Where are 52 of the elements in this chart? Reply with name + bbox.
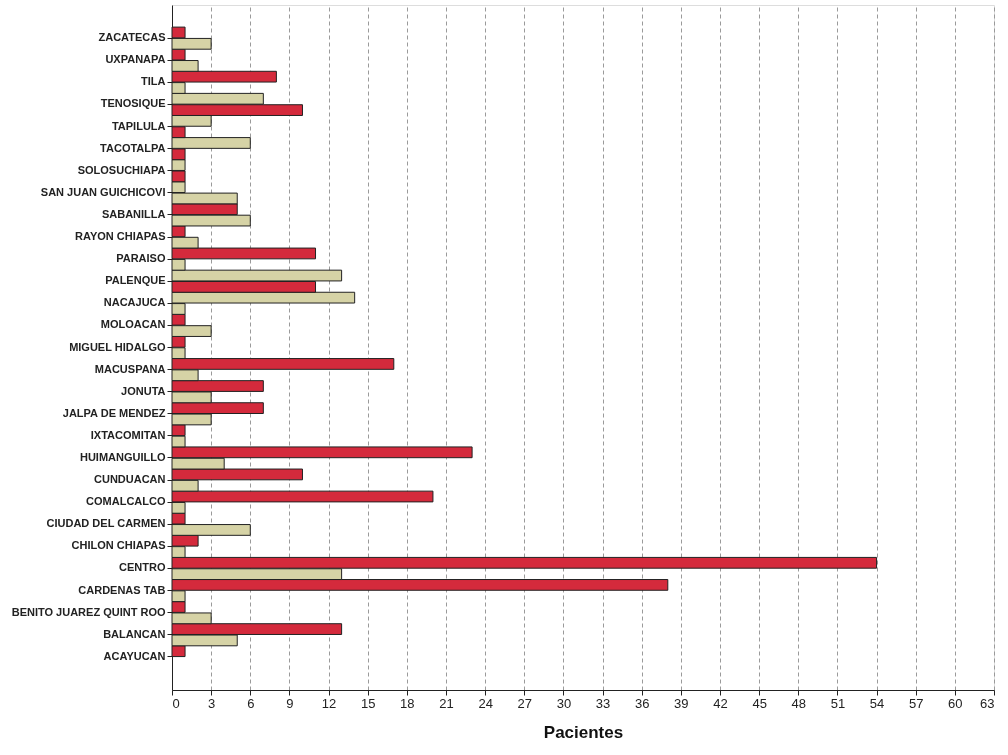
y-tick-label: TAPILULA bbox=[111, 119, 166, 132]
y-tick-label: JALPA DE MENDEZ bbox=[62, 406, 166, 419]
y-tick-label: MIGUEL HIDALGO bbox=[69, 340, 166, 353]
x-tick-label: 60 bbox=[948, 695, 963, 711]
y-tick-label: HUIMANGUILLO bbox=[79, 450, 166, 463]
x-tick-label: 39 bbox=[674, 695, 689, 711]
y-tick-label: UXPANAPA bbox=[105, 53, 166, 66]
x-tick-label: 36 bbox=[634, 695, 650, 711]
y-tick-label: ZACATECAS bbox=[98, 31, 166, 44]
x-tick-label: 27 bbox=[517, 695, 533, 711]
x-tick-label: 54 bbox=[869, 695, 885, 711]
y-tick-label: CENTRO bbox=[119, 561, 166, 574]
x-tick-label: 33 bbox=[595, 695, 611, 711]
y-tick-label: TENOSIQUE bbox=[100, 97, 166, 110]
y-tick-label: TACOTALPA bbox=[100, 141, 166, 154]
y-tick-label: CARDENAS TAB bbox=[78, 583, 166, 596]
y-tick-label: BALANCAN bbox=[103, 627, 166, 640]
y-tick-label: PALENQUE bbox=[105, 274, 166, 287]
y-tick-label: SOLOSUCHIAPA bbox=[77, 163, 166, 176]
x-tick-label: 51 bbox=[830, 695, 846, 711]
y-tick-label: IXTACOMITAN bbox=[90, 428, 166, 441]
x-axis-title: Pacientes bbox=[543, 722, 624, 742]
x-tick-label: 21 bbox=[439, 695, 454, 711]
y-tick-label: MOLOACAN bbox=[100, 318, 166, 331]
y-tick-label: CUNDUACAN bbox=[94, 473, 166, 486]
x-tick-label: 12 bbox=[321, 695, 337, 711]
x-tick-label: 42 bbox=[713, 695, 728, 711]
y-tick-label: RAYON CHIAPAS bbox=[75, 230, 166, 243]
y-tick-label: ACAYUCAN bbox=[103, 649, 166, 662]
x-tick-label: 9 bbox=[286, 695, 294, 711]
y-tick-label: BENITO JUAREZ QUINT ROO bbox=[11, 605, 166, 618]
y-tick-label: SAN JUAN GUICHICOVI bbox=[40, 185, 166, 198]
y-tick-label: CIUDAD DEL CARMEN bbox=[46, 517, 166, 530]
y-tick-label: SABANILLA bbox=[101, 207, 166, 220]
y-tick-label: MACUSPANA bbox=[94, 362, 166, 375]
y-tick-label: COMALCALCO bbox=[86, 495, 166, 508]
x-tick-label: 0 bbox=[172, 695, 180, 711]
x-tick-label: 6 bbox=[247, 695, 255, 711]
y-tick-label: PARAISO bbox=[116, 252, 166, 265]
x-tick-label: 3 bbox=[208, 695, 216, 711]
x-tick-label: 48 bbox=[791, 695, 807, 711]
x-tick-label: 57 bbox=[908, 695, 924, 711]
x-tick-label: 63 bbox=[980, 695, 995, 711]
x-tick-label: 15 bbox=[360, 695, 376, 711]
y-tick-label: CHILON CHIAPAS bbox=[71, 539, 166, 552]
x-tick-label: 30 bbox=[556, 695, 572, 711]
y-tick-label: NACAJUCA bbox=[103, 296, 166, 309]
y-tick-label: TILA bbox=[141, 75, 166, 88]
y-tick-label: JONUTA bbox=[121, 384, 166, 397]
x-tick-label: 45 bbox=[752, 695, 767, 711]
x-tick-label: 18 bbox=[400, 695, 415, 711]
x-tick-label: 24 bbox=[478, 695, 493, 711]
